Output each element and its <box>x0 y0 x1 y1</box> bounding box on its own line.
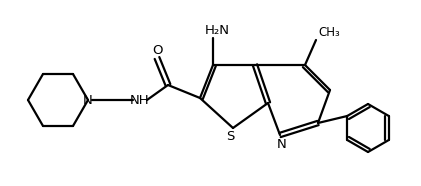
Text: O: O <box>152 44 162 57</box>
Text: CH₃: CH₃ <box>318 25 340 39</box>
Text: H₂N: H₂N <box>205 23 229 36</box>
Text: S: S <box>226 129 234 142</box>
Text: N: N <box>277 139 287 152</box>
Text: N: N <box>83 94 93 107</box>
Text: NH: NH <box>130 94 150 107</box>
